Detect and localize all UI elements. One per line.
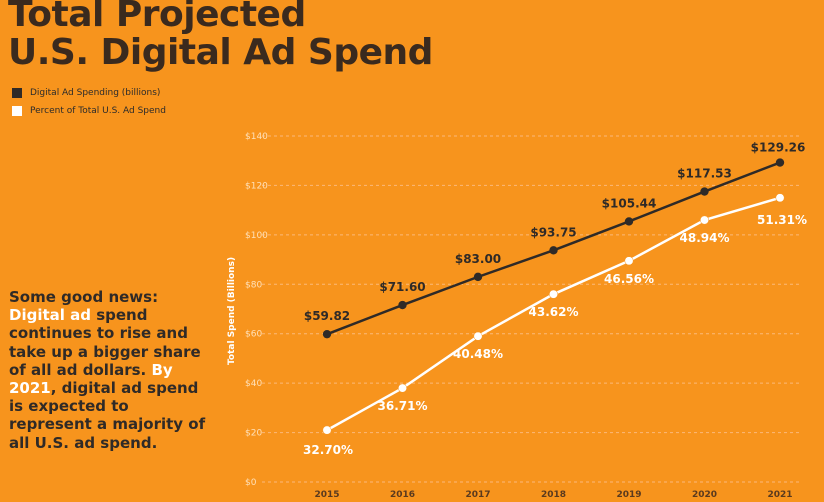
y-axis-ticks: $0 $20 $40 $60 $80 $100 $120 $140 [245, 132, 268, 488]
data-label: $93.75 [530, 225, 576, 239]
blurb-highlight-digital: Digital ad [9, 306, 91, 325]
data-label: 32.70% [303, 443, 353, 457]
legend-item-light: Percent of Total U.S. Ad Spend [12, 102, 166, 120]
data-point [322, 329, 332, 339]
data-point [775, 193, 785, 203]
x-tick-label: 2018 [541, 490, 566, 500]
data-point [473, 272, 483, 282]
data-point [549, 289, 558, 299]
data-label: 43.62% [529, 305, 579, 319]
data-label: $105.44 [602, 196, 657, 210]
legend-item-dark: Digital Ad Spending (billions) [12, 84, 166, 102]
x-tick-label: 2017 [465, 490, 490, 500]
blurb-text: Some good news: Digital ad spend continu… [9, 288, 209, 452]
data-point [398, 383, 407, 393]
chart-title: Total Projected U.S. Digital Ad Spend [8, 0, 433, 72]
data-point [549, 246, 558, 255]
x-tick-label: 2020 [692, 490, 717, 500]
data-label: 51.31% [757, 213, 807, 227]
y-tick-label: $60 [245, 330, 262, 340]
blurb-p3: , digital ad spend is expected to repres… [9, 379, 206, 452]
data-point [700, 215, 709, 225]
legend-label-light: Percent of Total U.S. Ad Spend [30, 106, 166, 116]
data-point [398, 300, 407, 310]
y-tick-label: $120 [245, 181, 268, 191]
data-point [624, 217, 634, 226]
data-point [322, 425, 332, 435]
data-point [624, 256, 634, 266]
y-tick-label: $100 [245, 231, 268, 241]
data-label: 40.48% [453, 347, 503, 361]
x-tick-label: 2016 [390, 490, 415, 500]
data-point [473, 331, 483, 341]
legend: Digital Ad Spending (billions) Percent o… [12, 84, 166, 120]
blurb-p1: Some good news: [9, 288, 159, 306]
y-tick-label: $40 [245, 379, 262, 389]
series-group: $59.82 $71.60 $83.00 $93.75 $105.44 $117.53 $1… [303, 141, 807, 458]
data-label: 46.56% [604, 272, 654, 286]
data-point [775, 158, 785, 167]
blurb-highlight-2021: By 2021 [9, 360, 173, 398]
x-tick-label: 2015 [314, 490, 339, 500]
y-tick-label: $20 [245, 429, 262, 439]
title-line-2: U.S. Digital Ad Spend [8, 32, 433, 73]
data-label: $59.82 [304, 309, 350, 323]
y-tick-label: $0 [245, 478, 257, 488]
data-point [700, 187, 709, 196]
data-label: 36.71% [378, 399, 428, 413]
title-line-1: Total Projected [8, 0, 306, 35]
legend-swatch-dark [12, 88, 22, 98]
blurb-p2: spend continues to rise and take up a bi… [9, 306, 201, 379]
data-label: $71.60 [379, 280, 425, 294]
y-tick-label: $80 [245, 280, 262, 290]
x-tick-label: 2021 [767, 490, 792, 500]
x-tick-label: 2019 [616, 490, 641, 500]
data-label: $117.53 [677, 167, 732, 181]
data-label: $83.00 [455, 252, 501, 266]
data-label: $129.26 [751, 141, 806, 155]
y-tick-label: $140 [245, 132, 268, 142]
legend-label-dark: Digital Ad Spending (billions) [30, 88, 161, 98]
x-axis-ticks: 2015 2016 2017 2018 2019 2020 2021 [314, 490, 792, 500]
y-axis-label: Total Spend (Billions) [227, 257, 237, 365]
data-label: 48.94% [680, 231, 730, 245]
legend-swatch-light [12, 106, 22, 116]
